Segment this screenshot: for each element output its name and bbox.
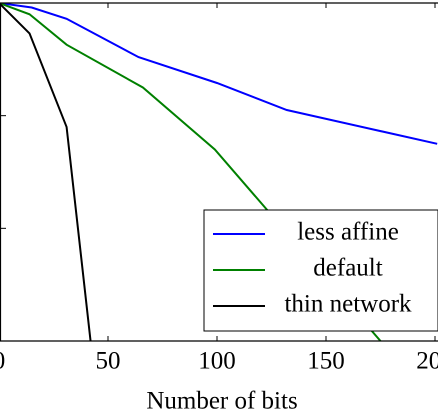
legend-label: less affine (297, 219, 399, 246)
x-tick-label: 100 (198, 348, 236, 375)
series-line (0, 3, 438, 145)
x-axis-label: Number of bits (146, 388, 297, 414)
series-line (0, 3, 92, 341)
legend-label: thin network (284, 291, 412, 318)
x-tick-label: 150 (307, 348, 345, 375)
x-tick-label: 50 (96, 348, 121, 375)
series-line (0, 3, 382, 341)
x-tick-label: 0 (0, 348, 5, 375)
legend-label: default (313, 255, 382, 282)
x-tick-label: 200 (416, 348, 438, 375)
